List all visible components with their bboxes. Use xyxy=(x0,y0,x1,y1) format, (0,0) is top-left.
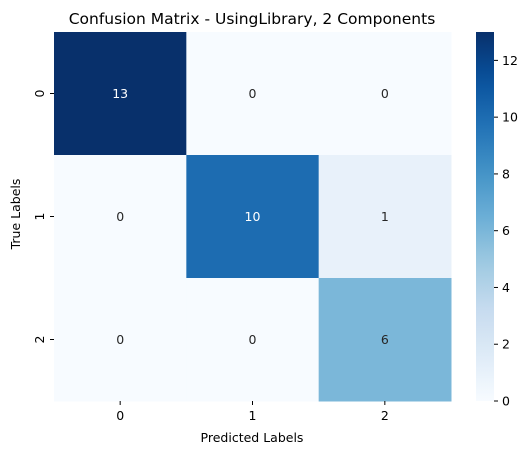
x-tick-label: 1 xyxy=(249,408,257,423)
colorbar-tick-label: 6 xyxy=(502,223,510,238)
x-tick-label: 0 xyxy=(116,408,124,423)
heatmap-cell xyxy=(54,278,187,402)
heatmap-cell xyxy=(54,155,187,279)
cell-value-label: 0 xyxy=(249,332,257,347)
cell-value-label: 0 xyxy=(116,209,124,224)
colorbar-tick-label: 10 xyxy=(502,110,518,125)
heatmap-cell xyxy=(186,278,320,402)
heatmap-cells: 13 0 00 10 10 0 6 xyxy=(54,32,452,402)
colorbar-gradient xyxy=(476,32,494,401)
y-tick-label: 1 xyxy=(32,213,47,221)
heatmap-cell xyxy=(54,32,187,156)
colorbar-tick-label: 4 xyxy=(502,280,510,295)
cell-value-label: 13 xyxy=(112,86,128,101)
cell-value-label: 1 xyxy=(381,209,389,224)
y-axis-label: True Labels xyxy=(8,179,23,251)
heatmap-cell xyxy=(318,32,452,156)
colorbar-tick-label: 12 xyxy=(502,53,518,68)
x-axis-ticks: 0 1 2 xyxy=(116,401,389,423)
y-tick-label: 0 xyxy=(32,89,47,97)
colorbar-tick-label: 2 xyxy=(502,337,510,352)
cell-value-label: 0 xyxy=(381,86,389,101)
cell-value-label: 0 xyxy=(116,332,124,347)
heatmap-cell xyxy=(318,278,452,402)
colorbar: 0 2 4 6 8 10 12 xyxy=(476,32,518,409)
cell-value-label: 6 xyxy=(381,332,389,347)
chart-title: Confusion Matrix - UsingLibrary, 2 Compo… xyxy=(69,10,436,28)
x-tick-label: 2 xyxy=(381,408,389,423)
colorbar-tick-label: 8 xyxy=(502,166,510,181)
cell-value-label: 10 xyxy=(245,209,261,224)
y-tick-label: 2 xyxy=(32,336,47,344)
heatmap-cell xyxy=(186,32,320,156)
heatmap-cell xyxy=(318,155,452,279)
cell-value-label: 0 xyxy=(249,86,257,101)
heatmap-cell xyxy=(186,155,320,279)
colorbar-tick-label: 0 xyxy=(502,394,510,409)
x-axis-label: Predicted Labels xyxy=(201,430,304,445)
y-axis-ticks: 0 1 2 xyxy=(32,89,54,343)
